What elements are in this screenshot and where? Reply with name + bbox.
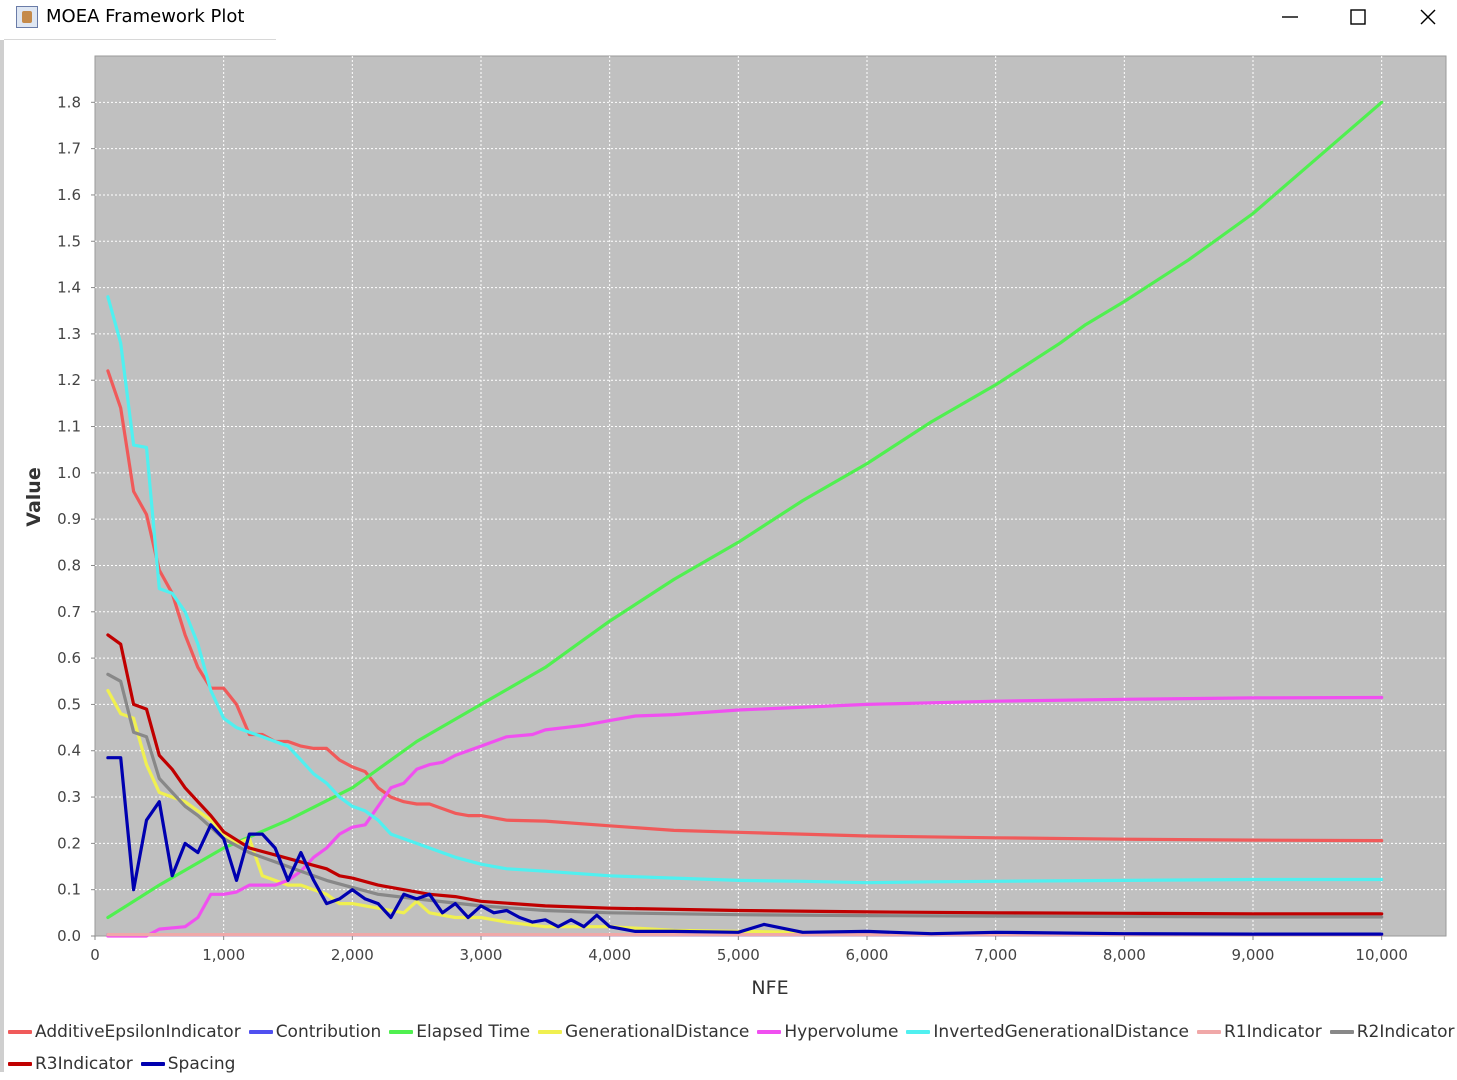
x-tick-label: 5,000 [717,946,760,964]
y-tick-label: 1.1 [57,418,81,436]
legend-label: R2Indicator [1356,1022,1455,1042]
x-tick-label: 9,000 [1232,946,1275,964]
maximize-icon [1350,9,1366,25]
y-tick-label: 1.2 [57,371,81,389]
legend-label: R3Indicator [35,1054,133,1074]
line-chart: 0 1,000 2,000 3,000 4,000 5,000 6,000 7,000 8,00… [23,55,1447,999]
x-tick-label: 0 [90,946,100,964]
y-tick-label: 0.6 [57,649,81,667]
y-tick-label: 0.3 [57,788,81,806]
y-tick-label: 0.4 [57,742,81,760]
y-tick-label: 0.7 [57,603,81,621]
y-tick-label: 1.8 [57,93,81,111]
legend-label: Spacing [167,1054,236,1074]
maximize-button[interactable] [1328,0,1388,34]
legend-item: R2Indicator [1329,1022,1455,1042]
series-line-r3indicator [106,633,1384,916]
y-tick-label: 1.3 [57,325,81,343]
series-line-r2indicator [106,672,1384,919]
x-axis-label: NFE [751,977,788,999]
legend-swatch [140,1062,165,1066]
legend-item: Spacing [140,1054,236,1074]
legend-item: Contribution [248,1022,382,1042]
legend-item: Hypervolume [757,1022,898,1042]
minimize-button[interactable] [1260,0,1320,34]
legend-label: AdditiveEpsilonIndicator [35,1022,241,1042]
y-tick-label: 0.2 [57,834,81,852]
java-app-icon [16,6,38,28]
legend-item: GenerationalDistance [538,1022,749,1042]
title-bar: MOEA Framework Plot [0,0,1457,40]
legend-row: R3Indicator Spacing [8,1048,1448,1080]
chart-legend: AdditiveEpsilonIndicator Contribution Elap… [8,1016,1454,1080]
y-tick-label: 0.5 [57,695,81,713]
legend-swatch [389,1030,414,1034]
legend-label: Contribution [275,1022,382,1042]
y-tick-label: 1.4 [57,279,81,297]
legend-label: R1Indicator [1223,1022,1322,1042]
series-line-elapsed-time [106,100,1384,920]
legend-row: AdditiveEpsilonIndicator Contribution Elap… [8,1016,1454,1048]
close-button[interactable] [1398,0,1457,34]
legend-label: Hypervolume [784,1022,899,1042]
legend-swatch [248,1030,273,1034]
series-line-additiveepsilonindicator [106,369,1384,843]
legend-label: InvertedGenerationalDistance [933,1022,1189,1042]
x-tick-label: 2,000 [331,946,374,964]
legend-item: AdditiveEpsilonIndicator [8,1022,241,1042]
legend-swatch [906,1030,931,1034]
series-line-invertedgenerationaldistance [106,295,1384,885]
x-tick-label: 8,000 [1103,946,1146,964]
y-tick-label: 1.0 [57,464,81,482]
x-tick-label: 10,000 [1355,946,1408,964]
y-axis-label: Value [23,467,45,526]
y-tick-label: 0.0 [57,927,81,945]
window-title: MOEA Framework Plot [46,6,245,27]
legend-item: R1Indicator [1196,1022,1322,1042]
series-line-spacing [106,756,1384,936]
legend-swatch [1329,1030,1354,1034]
series-line-hypervolume [106,695,1384,938]
legend-swatch [757,1030,782,1034]
legend-item: Elapsed Time [389,1022,530,1042]
title-divider [4,39,276,40]
legend-label: Elapsed Time [416,1022,531,1042]
y-tick-label: 0.8 [57,556,81,574]
x-tick-label: 3,000 [460,946,503,964]
legend-swatch [8,1062,32,1066]
minimize-icon [1282,16,1298,18]
y-tick-label: 1.5 [57,232,81,250]
window-left-edge [0,40,4,1072]
x-tick-label: 6,000 [846,946,889,964]
legend-item: InvertedGenerationalDistance [906,1022,1189,1042]
y-tick-label: 0.1 [57,881,81,899]
legend-item: R3Indicator [8,1054,133,1074]
x-tick-label: 1,000 [202,946,245,964]
legend-swatch [538,1030,563,1034]
legend-swatch [8,1030,32,1034]
close-icon [1420,9,1436,25]
plot-area [94,55,1447,937]
x-tick-label: 7,000 [974,946,1017,964]
legend-label: GenerationalDistance [565,1022,750,1042]
y-tick-label: 1.7 [57,140,81,158]
legend-swatch [1196,1030,1221,1034]
y-tick-label: 0.9 [57,510,81,528]
y-tick-label: 1.6 [57,186,81,204]
x-tick-label: 4,000 [588,946,631,964]
